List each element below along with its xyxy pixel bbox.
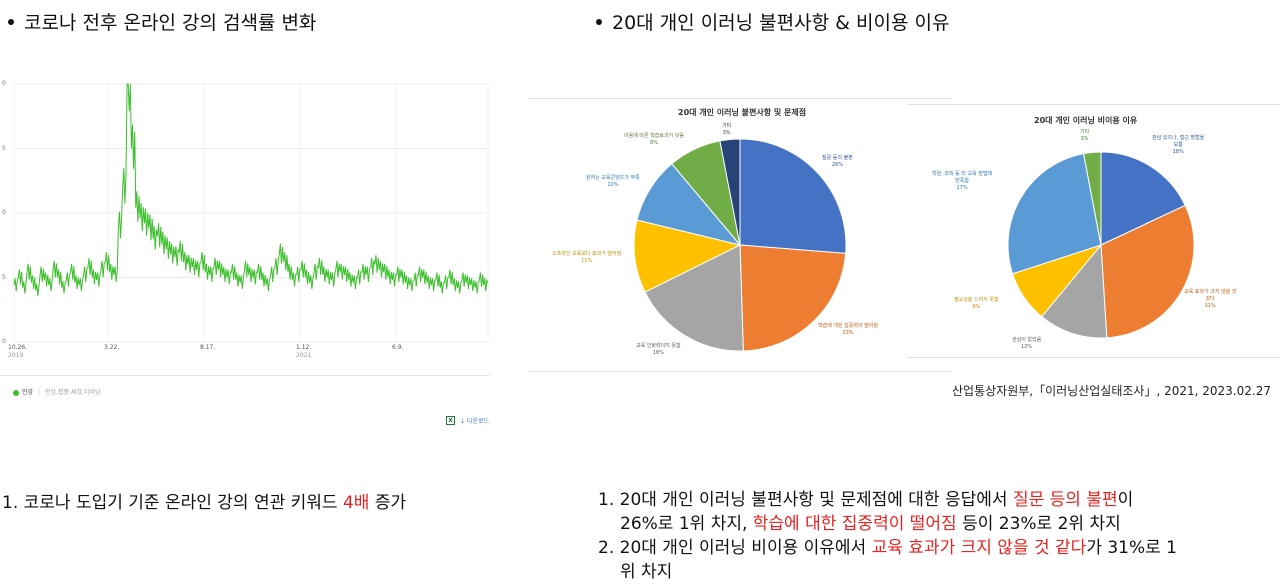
pie-slice xyxy=(1100,204,1195,339)
heading-search-trend: 코로나 전후 온라인 강의 검색률 변화 xyxy=(8,8,316,35)
x-tick-label: 3.22. xyxy=(104,344,120,351)
bullet-icon xyxy=(596,18,602,25)
excel-icon[interactable]: x xyxy=(446,416,455,425)
pie-slice xyxy=(739,244,847,352)
pie-slice-label: 기타 3% xyxy=(1080,129,1090,142)
note-left-text: 1. 코로나 도입기 기준 온라인 강의 연관 키워드 xyxy=(2,493,343,513)
note-right-line1: 1. 20대 개인 이러닝 불편사항 및 문제점에 대한 응답에서 질문 등의 … xyxy=(598,490,1134,510)
pie-slice-label: 질문 등의 불편 26% xyxy=(822,155,853,168)
pie-slice-label: 원하는 교육콘텐츠가 부족 10% xyxy=(586,175,640,188)
heading-right-text: 20대 개인 이러닝 불편사항 & 비이용 이유 xyxy=(612,12,950,34)
note-right-line4: 위 차지 xyxy=(620,562,673,582)
series-line-인강 xyxy=(13,83,489,296)
pie-slice-label: 학습에 대한 집중력이 떨어짐 23% xyxy=(818,323,878,336)
source-citation: 산업통상자원부,「이러닝산업실태조사」, 2021, 2023.02.27 xyxy=(952,384,1271,398)
pie-slice-label: 오프라인 교육보다 효과가 떨어짐 11% xyxy=(552,251,622,264)
pie-slice xyxy=(1082,151,1102,246)
note-left-suffix: 증가 xyxy=(369,493,407,513)
bullet-icon xyxy=(8,18,14,25)
y-tick-label: 0 xyxy=(2,209,6,216)
pie-slice-label: 이용에 따른 학습효과가 낮음 8% xyxy=(624,133,684,146)
x-tick-label: 1.12. 2021 xyxy=(296,344,312,359)
pie-slice xyxy=(633,219,742,293)
pie-slice-label: 학원, 과외 등 타 교육 방법에 만족함 27% xyxy=(932,171,993,191)
y-tick-label: 0 xyxy=(2,80,6,87)
heading-left-text: 코로나 전후 온라인 강의 검색률 변화 xyxy=(24,12,317,34)
trend-chart-svg xyxy=(13,83,489,343)
pie2-title: 20대 개인 이러닝 비이용 이유 xyxy=(1034,116,1138,125)
legend-dot-icon xyxy=(13,389,19,396)
legend-terms: 인강,접중,써강,이러닝 xyxy=(45,389,101,396)
note-right: 1. 20대 개인 이러닝 불편사항 및 문제점에 대한 응답에서 질문 등의 … xyxy=(598,488,1177,584)
pie-slice xyxy=(739,138,847,254)
note-left: 1. 코로나 도입기 기준 온라인 강의 연관 키워드 4배 증가 xyxy=(2,491,406,515)
pie1-title: 20대 개인 이러닝 불편사항 및 문제점 xyxy=(678,108,807,117)
legend-divider xyxy=(0,375,490,376)
pie-slice xyxy=(644,244,744,352)
pie-slice xyxy=(719,138,741,246)
pie-slice-label: 관심이 없었음 12% xyxy=(1012,337,1042,350)
pie-slice xyxy=(1041,243,1108,339)
pie-slice-label: 교육 인화력이지 못함 18% xyxy=(636,343,681,356)
pie-chart-nonuse-reasons: 20대 개인 이러닝 비이용 이유 관심 있으나, 접근 방법을 모름 18% 교육 … xyxy=(908,104,1280,358)
pie-slice-label: 필요성을 느끼지 못함 9% xyxy=(954,297,999,310)
note-right-line2: 26%로 1위 차지, 학습에 대한 집중력이 떨어짐 등이 23%로 2위 차… xyxy=(620,514,1121,534)
pie-chart-issues: 20대 개인 이러닝 불편사항 및 문제점 질문 등의 불편 26% 학습에 대한 … xyxy=(528,98,952,372)
note-left-highlight: 4배 xyxy=(342,493,370,513)
pie-slice xyxy=(1100,151,1186,246)
pie-slice xyxy=(1007,153,1102,275)
highlight-focus-drop: 학습에 대한 집중력이 떨어짐 xyxy=(752,514,957,534)
pie1-svg xyxy=(633,138,847,352)
x-tick-label: 6.9. xyxy=(392,344,404,351)
heading-elearning-issues: 20대 개인 이러닝 불편사항 & 비이용 이유 xyxy=(596,8,949,35)
pie-slice-label: 관심 있으나, 접근 방법을 모름 18% xyxy=(1152,135,1205,155)
y-tick-label: 5 xyxy=(2,273,6,281)
y-tick-label: 0 xyxy=(2,338,6,345)
download-link[interactable]: ↓ 다운로드 xyxy=(460,418,490,425)
note-right-line3: 2. 20대 개인 이러닝 비이용 이유에서 교육 효과가 크지 않을 것 같다… xyxy=(598,538,1178,558)
pie-slice-label: 기타 3% xyxy=(722,123,732,136)
pie2-svg xyxy=(1007,151,1195,339)
pie-slice-label: 교육 효과가 크지 않을 것 같다 31% xyxy=(1184,289,1237,309)
x-tick-label: 10.26. 2019 xyxy=(8,344,28,359)
x-tick-label: 8.17. xyxy=(200,344,216,351)
highlight-low-effect: 교육 효과가 크지 않을 것 같다 xyxy=(871,538,1087,558)
chart-legend: 인강 | 인강,접중,써강,이러닝 xyxy=(13,387,100,396)
legend-label: 인강 xyxy=(22,389,34,396)
y-tick-label: 5 xyxy=(2,144,6,152)
highlight-question-inconvenience: 질문 등의 불편 xyxy=(1012,490,1118,510)
